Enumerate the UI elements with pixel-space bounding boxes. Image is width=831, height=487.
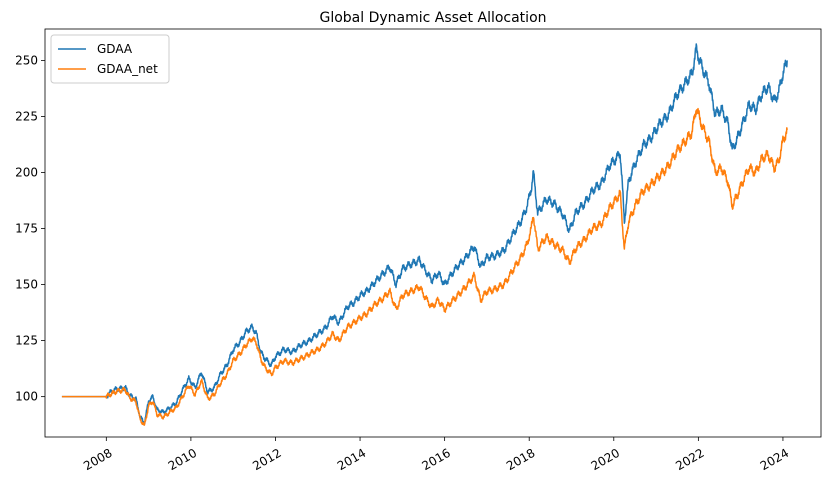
- x-tick-label: 2022: [673, 446, 706, 473]
- y-tick-label: 200: [15, 165, 38, 179]
- legend-label: GDAA: [97, 42, 133, 56]
- y-tick-label: 125: [15, 334, 38, 348]
- x-tick-label: 2014: [335, 446, 368, 473]
- y-tick-label: 225: [15, 109, 38, 123]
- series-line-gdaa-net: [61, 107, 788, 426]
- x-tick-label: 2012: [250, 446, 283, 473]
- x-tick-label: 2024: [758, 446, 791, 473]
- y-tick-label: 100: [15, 390, 38, 404]
- axes-frame: [44, 28, 822, 438]
- x-tick-label: 2016: [419, 446, 452, 473]
- chart-title: Global Dynamic Asset Allocation: [319, 10, 546, 26]
- legend-box: [50, 34, 170, 84]
- legend: GDAA GDAA_net: [50, 34, 170, 84]
- x-tick-label: 2020: [589, 446, 622, 473]
- x-tick-label: 2010: [166, 446, 199, 473]
- y-tick-label: 175: [15, 222, 38, 236]
- y-tick-label: 250: [15, 53, 38, 67]
- series-line-gdaa: [61, 43, 788, 426]
- y-axis: 100 125 150 175 200 225 250: [15, 53, 45, 404]
- x-tick-label: 2008: [81, 446, 114, 473]
- legend-label: GDAA_net: [97, 62, 158, 76]
- x-tick-label: 2018: [504, 446, 537, 473]
- plot-area: [61, 43, 788, 426]
- y-tick-label: 150: [15, 278, 38, 292]
- x-axis: 2008 2010 2012 2014 2016 2018 2020 2022 2024: [81, 437, 791, 473]
